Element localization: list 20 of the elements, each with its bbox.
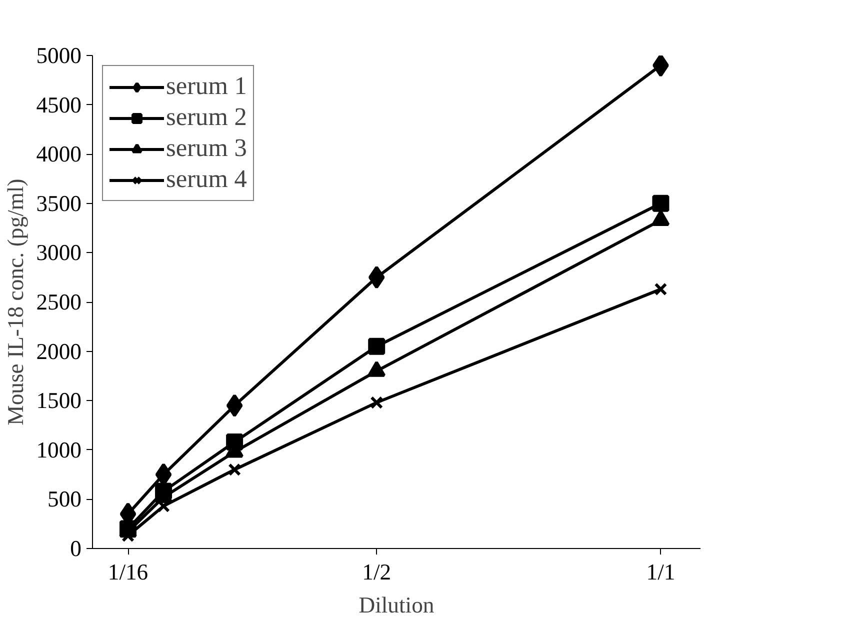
y-tick-label: 5000 bbox=[36, 43, 82, 68]
legend-label: serum 1 bbox=[166, 72, 247, 101]
x-tick-label: 1/2 bbox=[362, 560, 392, 584]
x-tick-label: 1/1 bbox=[646, 560, 676, 584]
y-tick-label: 4500 bbox=[36, 92, 82, 118]
y-tick-label: 4000 bbox=[36, 142, 82, 167]
legend-label: serum 3 bbox=[166, 134, 247, 163]
y-tick-label: 1500 bbox=[36, 388, 82, 414]
y-tick-label: 2500 bbox=[36, 290, 82, 314]
legend-label: serum 2 bbox=[166, 103, 247, 132]
x-axis-title: Dilution bbox=[358, 592, 434, 618]
y-axis-title: Mouse IL-18 conc. (pg/ml) bbox=[3, 178, 28, 426]
legend-label: serum 4 bbox=[166, 165, 247, 194]
x-tick-label: 1/16 bbox=[108, 560, 148, 584]
y-tick-label: 500 bbox=[48, 486, 82, 512]
y-tick-label: 1000 bbox=[36, 437, 82, 462]
y-tick-label: 0 bbox=[70, 536, 82, 561]
y-tick-label: 2000 bbox=[36, 338, 82, 364]
y-tick-label: 3000 bbox=[36, 240, 82, 266]
y-tick-label: 3500 bbox=[36, 190, 82, 216]
